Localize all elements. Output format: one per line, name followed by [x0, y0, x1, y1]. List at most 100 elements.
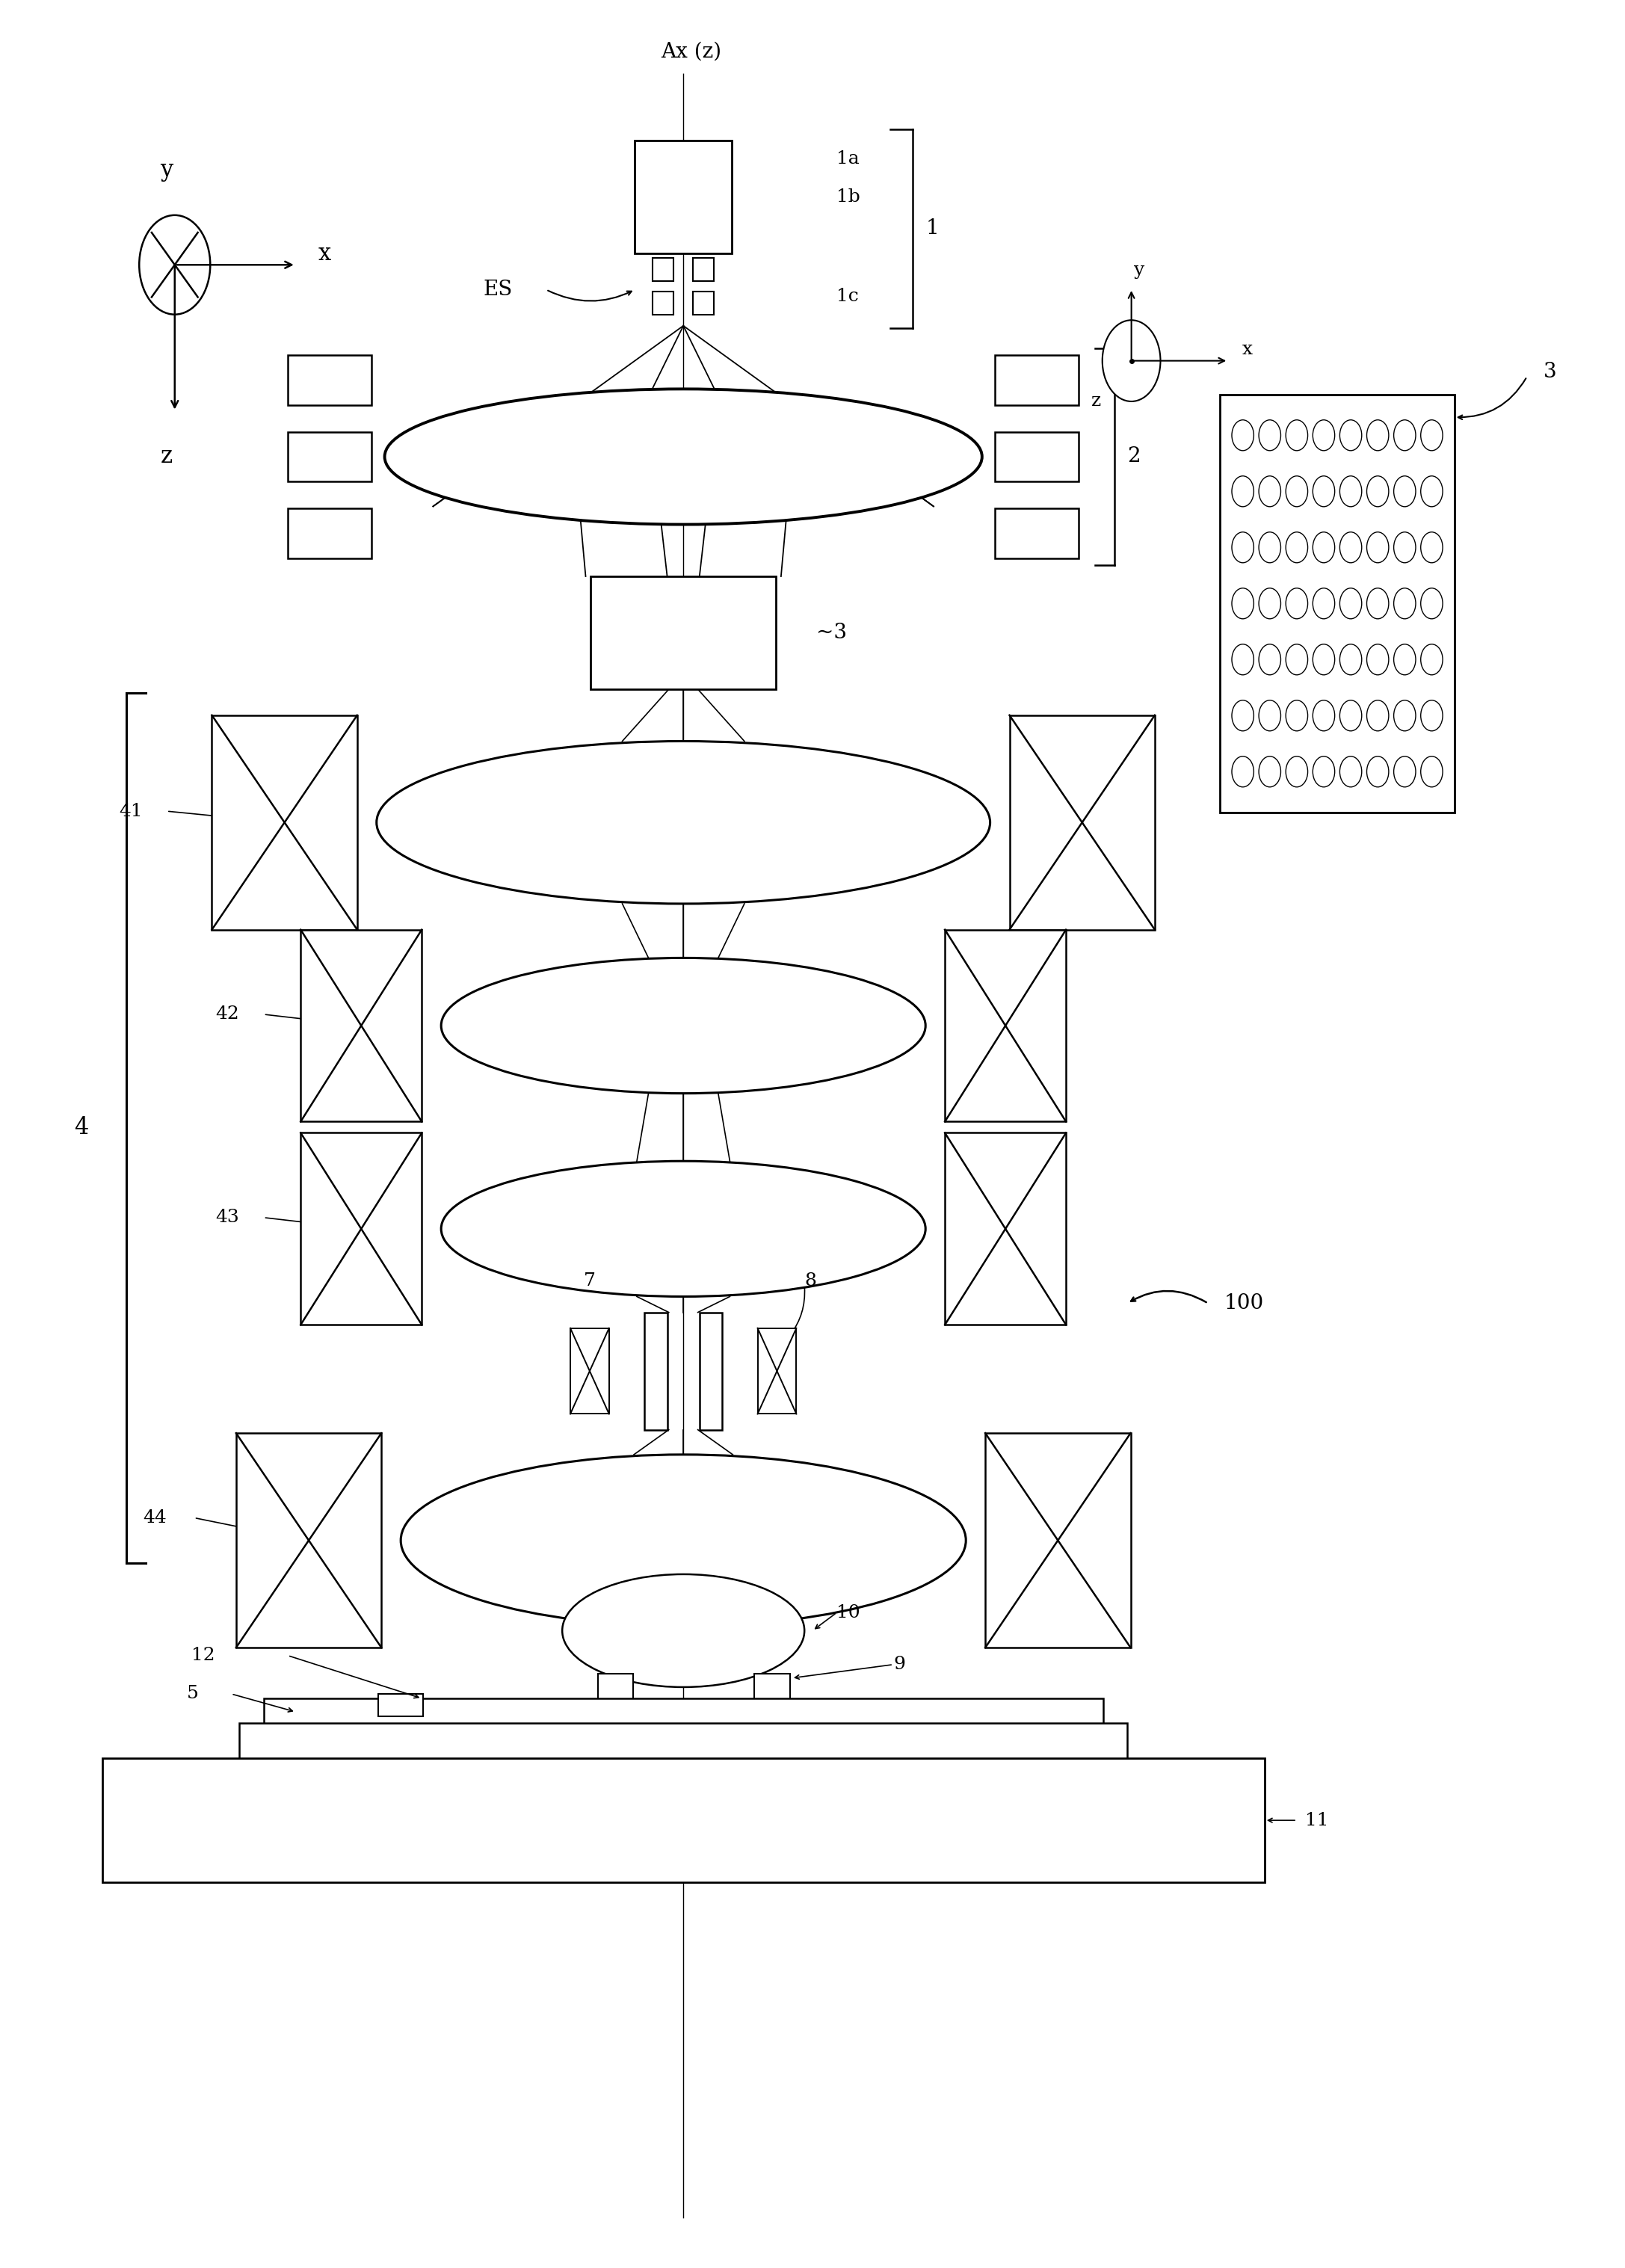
Bar: [994, 356, 1079, 404]
Circle shape: [1394, 533, 1415, 562]
Circle shape: [1259, 533, 1280, 562]
Ellipse shape: [385, 390, 982, 524]
Text: 100: 100: [1224, 1293, 1264, 1313]
Text: 4: 4: [73, 1116, 88, 1139]
Circle shape: [1313, 644, 1334, 676]
Circle shape: [1394, 701, 1415, 730]
Circle shape: [1339, 533, 1362, 562]
Circle shape: [1394, 644, 1415, 676]
Bar: [994, 508, 1079, 558]
Bar: [757, 1329, 796, 1413]
Bar: [699, 1313, 722, 1429]
Circle shape: [1367, 644, 1389, 676]
Circle shape: [1339, 420, 1362, 451]
Circle shape: [1313, 587, 1334, 619]
Bar: [598, 1674, 634, 1701]
Circle shape: [1420, 420, 1443, 451]
Circle shape: [1232, 420, 1254, 451]
Circle shape: [1259, 701, 1280, 730]
Text: 7: 7: [583, 1272, 596, 1288]
Bar: [635, 141, 731, 254]
Circle shape: [1285, 701, 1308, 730]
Circle shape: [1394, 420, 1415, 451]
Circle shape: [1232, 644, 1254, 676]
Circle shape: [1232, 533, 1254, 562]
Circle shape: [1259, 644, 1280, 676]
Text: 12: 12: [192, 1647, 214, 1665]
Circle shape: [1339, 755, 1362, 787]
Circle shape: [1285, 644, 1308, 676]
Bar: [570, 1329, 609, 1413]
Bar: [239, 1724, 1128, 1765]
Text: Ax (z): Ax (z): [661, 41, 722, 61]
Text: 11: 11: [1305, 1812, 1329, 1828]
Text: 44: 44: [143, 1508, 167, 1526]
Bar: [994, 431, 1079, 481]
Circle shape: [1285, 587, 1308, 619]
Circle shape: [1394, 755, 1415, 787]
Circle shape: [1420, 533, 1443, 562]
Ellipse shape: [562, 1574, 804, 1687]
Circle shape: [1232, 476, 1254, 506]
Circle shape: [1285, 420, 1308, 451]
Circle shape: [1259, 476, 1280, 506]
Circle shape: [1259, 755, 1280, 787]
Bar: [653, 293, 674, 315]
Text: x: x: [318, 243, 332, 265]
Text: 1a: 1a: [837, 150, 860, 168]
Circle shape: [1367, 420, 1389, 451]
Bar: [985, 1433, 1131, 1647]
Bar: [944, 930, 1066, 1123]
Circle shape: [1313, 420, 1334, 451]
Bar: [288, 508, 372, 558]
Bar: [645, 1313, 668, 1429]
Text: 1: 1: [926, 218, 939, 238]
Text: 6: 6: [670, 1472, 681, 1488]
Text: ES: ES: [483, 279, 512, 299]
Text: 41: 41: [119, 803, 143, 819]
Text: 3: 3: [1544, 363, 1557, 381]
Ellipse shape: [377, 742, 990, 903]
Bar: [1009, 714, 1155, 930]
Circle shape: [1367, 587, 1389, 619]
Circle shape: [1313, 476, 1334, 506]
Ellipse shape: [440, 957, 926, 1093]
Text: 43: 43: [216, 1209, 239, 1227]
Circle shape: [1339, 644, 1362, 676]
Circle shape: [1367, 476, 1389, 506]
Circle shape: [1420, 476, 1443, 506]
Bar: [590, 576, 777, 689]
Bar: [692, 293, 713, 315]
Text: z: z: [1090, 392, 1100, 411]
Circle shape: [1420, 701, 1443, 730]
Bar: [301, 1134, 422, 1325]
Circle shape: [1313, 755, 1334, 787]
Bar: [1220, 395, 1454, 812]
Bar: [263, 1699, 1103, 1726]
Circle shape: [1285, 533, 1308, 562]
Text: y: y: [161, 159, 174, 181]
Bar: [288, 431, 372, 481]
Circle shape: [1339, 587, 1362, 619]
Circle shape: [1232, 587, 1254, 619]
Circle shape: [1394, 587, 1415, 619]
Bar: [944, 1134, 1066, 1325]
Circle shape: [1367, 755, 1389, 787]
Ellipse shape: [440, 1161, 926, 1297]
Bar: [754, 1674, 790, 1701]
Circle shape: [1285, 476, 1308, 506]
Bar: [692, 259, 713, 281]
Circle shape: [1102, 320, 1160, 401]
Bar: [301, 930, 422, 1123]
Circle shape: [1339, 701, 1362, 730]
Circle shape: [140, 215, 210, 315]
Text: 10: 10: [837, 1603, 860, 1622]
Circle shape: [1259, 587, 1280, 619]
Circle shape: [1394, 476, 1415, 506]
Text: 5: 5: [187, 1685, 198, 1703]
Bar: [379, 1694, 424, 1717]
Text: y: y: [1134, 261, 1144, 279]
Circle shape: [1420, 587, 1443, 619]
Text: 42: 42: [216, 1005, 239, 1023]
Text: 1c: 1c: [837, 288, 860, 304]
